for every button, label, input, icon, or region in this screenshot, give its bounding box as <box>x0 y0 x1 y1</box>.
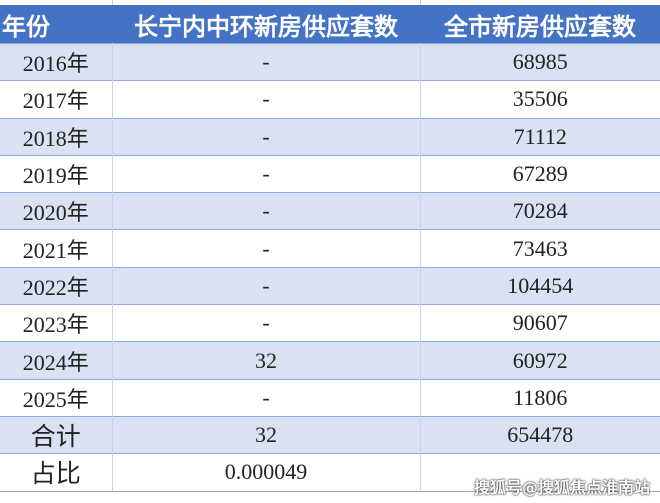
changning-cell: - <box>112 266 421 305</box>
year-cell: 2022年 <box>0 266 113 305</box>
table-row: 占比 0.000049 <box>0 453 660 492</box>
header-row: 年份 长宁内中环新房供应套数 全市新房供应套数 <box>0 5 660 44</box>
changning-cell: - <box>112 192 421 230</box>
table-row: 2016年 -68985 <box>0 42 660 81</box>
city-cell <box>420 453 660 492</box>
table-row: 2022年 -104454 <box>0 266 660 305</box>
city-cell: 70284 <box>420 192 660 230</box>
table-row: 2021年 -73463 <box>0 229 660 268</box>
city-cell: 71112 <box>420 117 660 156</box>
city-cell: 60972 <box>420 341 660 380</box>
header-city-supply: 全市新房供应套数 <box>420 5 660 44</box>
supply-table: 年份 长宁内中环新房供应套数 全市新房供应套数 2016年 -68985 2017年… <box>0 5 660 492</box>
top-strip <box>0 0 660 5</box>
watermark: 搜狐号@搜狐焦点淮南站 <box>473 478 650 497</box>
city-cell: 68985 <box>420 42 660 81</box>
year-cell: 合计 <box>0 415 113 454</box>
year-cell: 2024年 <box>0 341 113 380</box>
changning-cell: 32 <box>112 341 421 380</box>
header-year: 年份 <box>0 5 112 44</box>
changning-cell: - <box>112 80 421 119</box>
changning-cell: - <box>112 117 421 156</box>
city-cell: 654478 <box>420 415 660 454</box>
changning-cell: - <box>112 378 421 417</box>
year-cell: 2016年 <box>0 42 113 81</box>
city-cell: 104454 <box>420 266 660 305</box>
table-row: 2025年 -11806 <box>0 378 660 417</box>
year-cell: 2019年 <box>0 154 113 193</box>
year-cell: 2018年 <box>0 117 113 156</box>
changning-cell: - <box>112 154 421 193</box>
city-cell: 73463 <box>420 229 660 268</box>
year-cell: 2021年 <box>0 229 113 268</box>
table-row: 2020年 -70284 <box>0 192 660 230</box>
table-row: 2019年 -67289 <box>0 154 660 193</box>
city-cell: 90607 <box>420 304 660 342</box>
table-row: 2024年 32 60972 <box>0 341 660 380</box>
year-cell: 占比 <box>0 453 113 492</box>
year-cell: 2023年 <box>0 304 113 342</box>
changning-cell: - <box>112 229 421 268</box>
city-cell: 67289 <box>420 154 660 193</box>
year-cell: 2025年 <box>0 378 113 417</box>
city-cell: 11806 <box>420 378 660 417</box>
year-cell: 2020年 <box>0 192 113 230</box>
table-row: 2018年 -71112 <box>0 117 660 156</box>
table-row: 2023年 -90607 <box>0 304 660 342</box>
changning-cell: 0.000049 <box>112 453 421 492</box>
year-cell: 2017年 <box>0 80 113 119</box>
changning-cell: 32 <box>112 415 421 454</box>
changning-cell: - <box>112 304 421 342</box>
header-changning-supply: 长宁内中环新房供应套数 <box>112 5 420 44</box>
changning-cell: - <box>112 42 421 81</box>
table-row: 合计 32 654478 <box>0 415 660 454</box>
table-row: 2017年 -35506 <box>0 80 660 119</box>
city-cell: 35506 <box>420 80 660 119</box>
